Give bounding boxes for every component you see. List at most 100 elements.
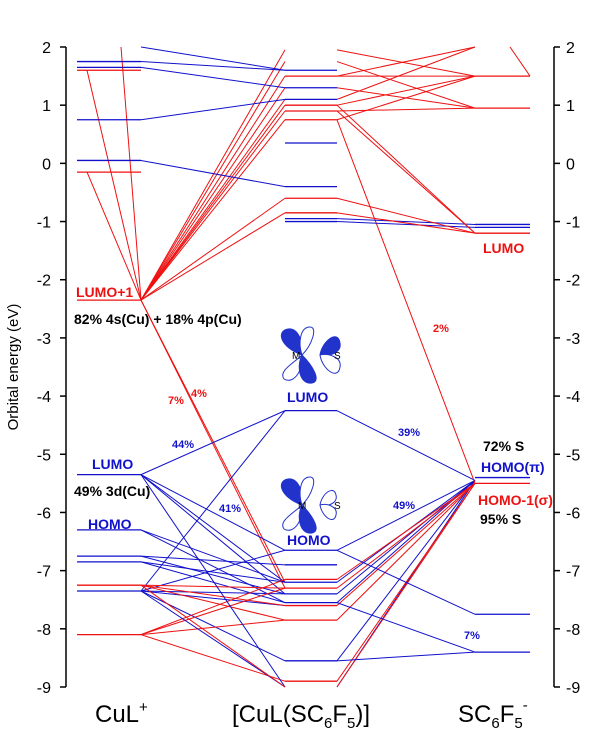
percent-2: 2%	[433, 323, 449, 335]
lumo-orbital-s: S	[334, 351, 341, 362]
y-tick-label: -5	[37, 447, 51, 464]
correlation-line	[140, 584, 286, 589]
correlation-line	[140, 619, 286, 636]
cul-lumo-label: LUMO	[92, 456, 133, 472]
correlation-line	[336, 46, 476, 77]
x-category-label-cul-main: CuL	[95, 701, 139, 728]
correlation-line	[140, 87, 286, 301]
cul-lumo-composition: 49% 3d(Cu)	[74, 483, 150, 499]
y-tick-label-right: -2	[566, 273, 580, 290]
correlation-line	[336, 107, 476, 112]
correlation-line	[140, 578, 286, 636]
y-tick-label-right: -8	[566, 622, 580, 639]
correlation-line	[336, 651, 476, 662]
homo-orbital-lobe	[319, 504, 337, 520]
correlation-line	[336, 483, 476, 621]
lumo-orbital-lobe	[299, 326, 315, 356]
correlation-line	[336, 49, 476, 77]
percent-49: 49%	[393, 500, 415, 512]
correlation-line	[140, 61, 286, 301]
y-tick-label: -7	[37, 564, 51, 581]
correlation-line	[140, 99, 286, 301]
y-tick-label: 0	[42, 156, 51, 173]
x-category-label-sc6f5-sub2: 5	[514, 715, 522, 732]
y-axis-label: Orbital energy (eV)	[5, 304, 22, 431]
lumo-orbital-m: M	[292, 351, 300, 362]
correlation-line	[140, 474, 286, 688]
correlation-line	[336, 482, 476, 606]
correlation-line	[140, 75, 286, 301]
correlation-line	[140, 555, 286, 566]
x-category-label-sc6f5-sup: -	[523, 697, 528, 714]
correlation-line	[336, 410, 476, 481]
correlation-line	[140, 46, 286, 71]
y-tick-label: -9	[37, 680, 51, 697]
x-category-label-cul: CuL+	[95, 699, 148, 728]
sc6f5-lumo-label: LUMO	[483, 240, 524, 256]
y-tick-label: -2	[37, 273, 51, 290]
x-category-label-sc6f5: SC6F5-	[458, 697, 528, 732]
x-category-label-complex-sub: 6	[324, 715, 332, 732]
correlation-line	[140, 410, 286, 476]
correlation-line	[140, 584, 286, 607]
y-tick-label-right: 0	[566, 156, 575, 173]
correlation-line	[336, 110, 476, 234]
correlation-line	[336, 61, 476, 109]
y-tick-label-right: -7	[566, 564, 580, 581]
x-category-label-complex: [CuL(SC6F5)]	[232, 701, 370, 732]
homo-orbital-s: S	[334, 501, 341, 512]
y-tick-label: -4	[37, 389, 51, 406]
correlation-line	[140, 49, 286, 301]
lumo-orbital-picture: M S	[280, 326, 341, 384]
correlation-line	[509, 46, 531, 77]
y-tick-label: -3	[37, 331, 51, 348]
axes	[65, 47, 555, 687]
cul-homo-label: HOMO	[88, 516, 132, 532]
correlation-line	[86, 70, 142, 301]
correlation-line	[140, 549, 286, 592]
x-category-label-cul-sup: +	[139, 699, 148, 716]
correlation-line	[140, 590, 286, 688]
correlation-line	[336, 119, 476, 484]
sc6f5-homo-label: HOMO(π)	[481, 459, 545, 475]
y-tick-label-right: -4	[566, 389, 580, 406]
y-tick-label-right: -5	[566, 447, 580, 464]
x-category-label-sc6f5-main: SC	[458, 701, 491, 728]
correlation-line	[140, 110, 286, 301]
percent-41: 41%	[219, 503, 241, 515]
correlation-line	[336, 602, 476, 653]
y-tick-label: -6	[37, 505, 51, 522]
correlation-line	[140, 584, 286, 688]
correlation-line	[336, 483, 476, 688]
correlation-line	[140, 299, 286, 589]
correlation-line	[140, 61, 286, 71]
x-category-label-complex-tail: )]	[355, 701, 370, 728]
sc6f5-homo1-composition: 95% S	[480, 511, 521, 527]
correlation-line	[336, 480, 476, 551]
correlation-line	[140, 159, 286, 188]
homo-orbital-lobe	[298, 504, 317, 534]
cul-lumo1-label: LUMO+1	[76, 284, 133, 300]
y-tick-label-right: 2	[566, 40, 575, 57]
correlation-line	[336, 482, 476, 589]
complex-homo-label: HOMO	[287, 532, 331, 548]
correlation-line	[140, 529, 286, 583]
correlation-line	[140, 584, 286, 621]
percent-7-blue: 7%	[464, 630, 480, 642]
percent-7-red: 7%	[168, 395, 184, 407]
energy-levels	[77, 60, 530, 682]
correlation-line	[336, 221, 476, 228]
correlation-line	[336, 104, 476, 234]
homo-orbital-picture: M S	[280, 476, 341, 534]
y-tick-label: -1	[37, 215, 51, 232]
correlation-line	[336, 197, 476, 234]
correlation-line	[336, 482, 476, 580]
correlation-line	[140, 104, 286, 301]
sc6f5-homo-composition: 72% S	[483, 438, 524, 454]
cul-lumo1-composition: 82% 4s(Cu) + 18% 4p(Cu)	[74, 311, 242, 327]
homo-orbital-m: M	[298, 501, 306, 512]
x-category-label-sc6f5-mid: F	[500, 701, 515, 728]
homo-orbital-lobe	[299, 476, 315, 506]
correlation-line	[336, 212, 476, 234]
